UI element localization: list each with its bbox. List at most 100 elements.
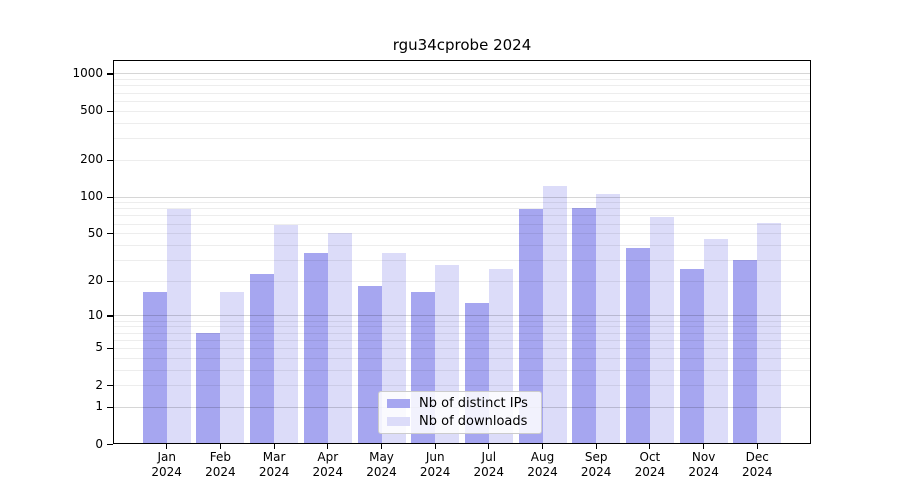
x-tick bbox=[541, 444, 544, 449]
y-tick-label: 10 bbox=[87, 307, 103, 322]
bar-ips-dec bbox=[733, 259, 758, 444]
minor-gridline bbox=[113, 385, 811, 387]
y-tick bbox=[107, 233, 113, 235]
y-tick-label: 2 bbox=[95, 377, 103, 392]
bar-downloads-nov bbox=[703, 238, 728, 444]
x-tick bbox=[488, 444, 490, 449]
minor-gridline bbox=[113, 280, 811, 282]
minor-gridline bbox=[113, 100, 811, 102]
x-tick-label: Mar 2024 bbox=[258, 450, 290, 479]
minor-gridline bbox=[113, 208, 811, 210]
grid-layer bbox=[113, 60, 811, 444]
x-tick-label: Apr 2024 bbox=[312, 450, 344, 479]
bar-ips-sep bbox=[572, 208, 597, 444]
y-tick bbox=[107, 385, 113, 387]
major-gridline bbox=[113, 73, 811, 75]
bar-ips-may bbox=[357, 286, 382, 444]
minor-gridline bbox=[113, 369, 811, 371]
y-tick bbox=[107, 280, 113, 282]
chart-title: rgu34cprobe 2024 bbox=[392, 36, 532, 54]
legend-item-downloads: Nb of downloads bbox=[387, 414, 533, 429]
y-tick bbox=[107, 406, 113, 408]
x-tick bbox=[380, 444, 383, 449]
y-tick-label: 50 bbox=[87, 225, 103, 240]
minor-gridline bbox=[113, 339, 811, 341]
bar-ips-feb bbox=[196, 332, 221, 444]
x-tick bbox=[166, 444, 168, 449]
y-tick bbox=[107, 315, 113, 317]
x-tick bbox=[649, 444, 651, 449]
minor-gridline bbox=[113, 233, 811, 235]
x-tick-label: Oct 2024 bbox=[634, 450, 666, 479]
bar-downloads-jan bbox=[166, 209, 191, 444]
major-gridline bbox=[113, 196, 811, 198]
x-tick bbox=[273, 444, 275, 449]
y-tick-label: 1000 bbox=[72, 65, 103, 80]
y-tick bbox=[107, 159, 113, 161]
y-tick bbox=[107, 196, 113, 198]
legend-swatch-ips bbox=[387, 399, 410, 408]
y-tick bbox=[107, 444, 113, 446]
bar-ips-oct bbox=[625, 247, 650, 444]
legend-label: Nb of downloads bbox=[419, 414, 528, 429]
x-tick bbox=[756, 444, 758, 449]
minor-gridline bbox=[113, 85, 811, 87]
x-tick-label: Aug 2024 bbox=[527, 450, 558, 479]
x-tick bbox=[595, 444, 597, 449]
y-tick-label: 200 bbox=[80, 152, 103, 167]
legend-item-distinct-ips: Nb of distinct IPs bbox=[387, 396, 533, 411]
legend: Nb of distinct IPs Nb of downloads bbox=[378, 391, 542, 434]
bar-ips-mar bbox=[250, 273, 275, 444]
x-tick bbox=[434, 444, 436, 449]
minor-gridline bbox=[113, 347, 811, 349]
minor-gridline bbox=[113, 202, 811, 204]
minor-gridline bbox=[113, 244, 811, 246]
minor-gridline bbox=[113, 215, 811, 217]
minor-gridline bbox=[113, 357, 811, 359]
y-tick-label: 100 bbox=[80, 189, 103, 203]
x-tick-label: Feb 2024 bbox=[205, 450, 236, 479]
bar-ips-jan bbox=[142, 292, 167, 444]
major-gridline bbox=[113, 315, 811, 317]
bar-downloads-sep bbox=[596, 194, 621, 444]
legend-label: Nb of distinct IPs bbox=[419, 396, 528, 411]
y-tick bbox=[107, 347, 113, 350]
minor-gridline bbox=[113, 326, 811, 328]
minor-gridline bbox=[113, 122, 811, 124]
y-tick-label: 0 bbox=[95, 436, 103, 451]
minor-gridline bbox=[113, 92, 811, 94]
minor-gridline bbox=[113, 137, 811, 139]
y-tick bbox=[107, 110, 113, 112]
minor-gridline bbox=[113, 223, 811, 225]
bar-downloads-dec bbox=[757, 222, 782, 444]
y-tick-label: 1 bbox=[95, 399, 103, 414]
x-tick bbox=[327, 444, 329, 449]
minor-gridline bbox=[113, 159, 811, 161]
bar-downloads-mar bbox=[274, 225, 299, 444]
minor-gridline bbox=[113, 259, 811, 261]
y-tick-label: 5 bbox=[95, 340, 103, 355]
minor-gridline bbox=[113, 332, 811, 334]
x-tick bbox=[219, 444, 221, 449]
bar-downloads-apr bbox=[327, 233, 352, 444]
x-tick-label: Nov 2024 bbox=[688, 450, 719, 479]
x-tick-label: Jul 2024 bbox=[473, 450, 505, 479]
minor-gridline bbox=[113, 79, 811, 81]
y-tick-label: 20 bbox=[87, 273, 103, 288]
plot-area: Nb of distinct IPs Nb of downloads bbox=[113, 60, 811, 444]
legend-swatch-downloads bbox=[387, 417, 410, 426]
y-tick-label: 500 bbox=[80, 103, 103, 118]
x-tick bbox=[703, 444, 705, 449]
x-tick-label: Sep 2024 bbox=[580, 450, 612, 479]
x-tick-label: Jan 2024 bbox=[151, 450, 182, 479]
bar-ips-nov bbox=[679, 269, 704, 444]
bar-downloads-aug bbox=[542, 185, 567, 444]
minor-gridline bbox=[113, 320, 811, 322]
bar-ips-apr bbox=[303, 253, 328, 444]
x-tick-label: Dec 2024 bbox=[742, 450, 773, 479]
y-tick bbox=[107, 73, 113, 75]
x-tick-label: May 2024 bbox=[366, 450, 397, 479]
bar-downloads-feb bbox=[220, 292, 245, 444]
minor-gridline bbox=[113, 110, 811, 112]
